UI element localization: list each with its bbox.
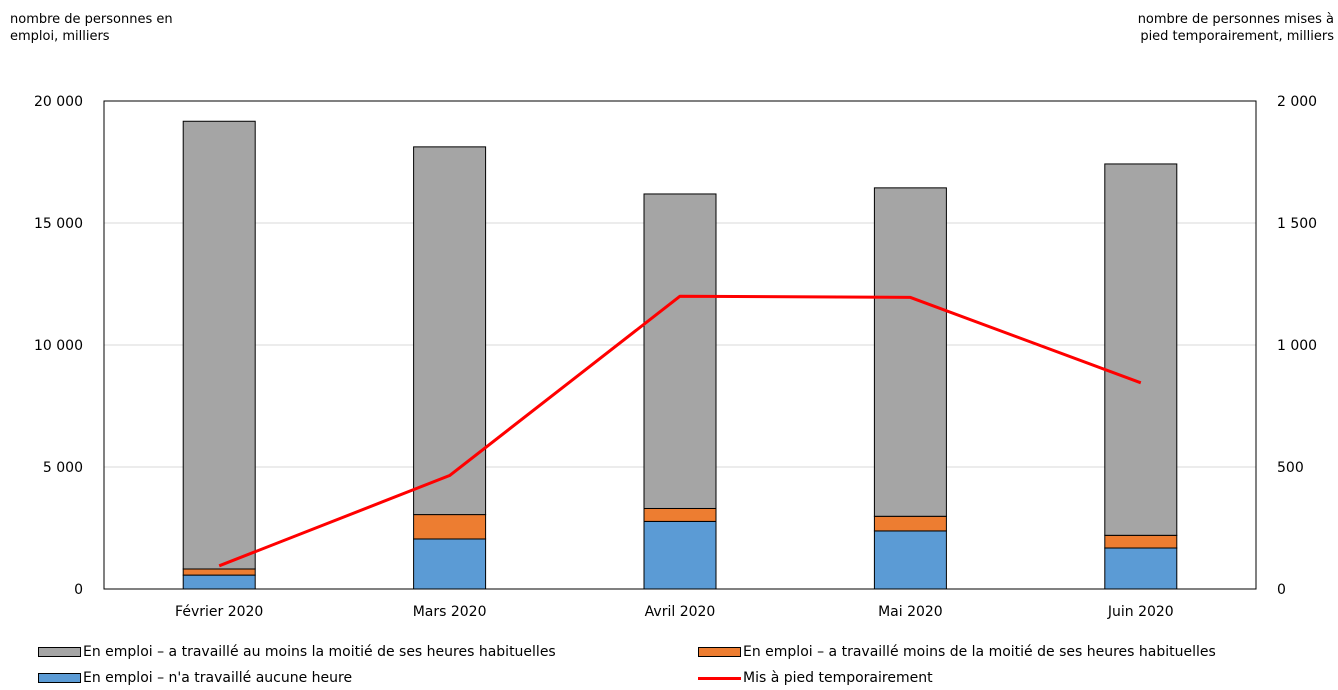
legend-label-worked-half-or-more: En emploi – a travaillé au moins la moit… bbox=[83, 644, 556, 660]
bar-2-1 bbox=[413, 146, 487, 516]
legend-swatch-red-line bbox=[698, 676, 741, 680]
bar-0-1 bbox=[413, 538, 487, 590]
y-tick-left-2: 10 000 bbox=[34, 338, 83, 354]
bar-1-2 bbox=[643, 507, 717, 522]
y-axis-left-title-line-2: emploi, milliers bbox=[10, 29, 110, 44]
legend-swatch-blue bbox=[38, 673, 81, 683]
y-tick-left-1: 5 000 bbox=[43, 460, 83, 476]
y-axis-right-title-line-1: nombre de personnes mises à bbox=[1137, 12, 1334, 27]
legend-item-worked-less-than-half: En emploi – a travaillé moins de la moit… bbox=[698, 644, 1216, 660]
y-tick-left-0: 0 bbox=[74, 582, 83, 598]
legend-swatch-gray bbox=[38, 647, 81, 657]
x-tick-2: Avril 2020 bbox=[645, 604, 716, 620]
x-tick-0: Février 2020 bbox=[175, 604, 263, 620]
bar-1-3 bbox=[873, 515, 947, 532]
legend-item-worked-half-or-more: En emploi – a travaillé au moins la moit… bbox=[38, 644, 556, 660]
y-tick-right-3: 1 500 bbox=[1277, 216, 1317, 232]
bar-0-4 bbox=[1104, 547, 1178, 590]
y-tick-right-4: 2 000 bbox=[1277, 94, 1317, 110]
legend-swatch-orange bbox=[698, 647, 741, 657]
legend-label-worked-no-hours: En emploi – n'a travaillé aucune heure bbox=[83, 670, 353, 686]
legend-label-worked-less-than-half: En emploi – a travaillé moins de la moit… bbox=[743, 644, 1216, 660]
bar-2-0 bbox=[182, 120, 256, 570]
y-tick-left-4: 20 000 bbox=[34, 94, 83, 110]
y-axis-right-title: nombre de personnes mises à pied tempora… bbox=[1034, 11, 1334, 45]
y-tick-left-3: 15 000 bbox=[34, 216, 83, 232]
bar-2-3 bbox=[873, 187, 947, 517]
x-tick-4: Juin 2020 bbox=[1107, 604, 1174, 620]
x-tick-3: Mai 2020 bbox=[878, 604, 943, 620]
bar-1-0 bbox=[182, 568, 256, 576]
legend-label-temporary-layoff: Mis à pied temporairement bbox=[743, 670, 933, 686]
bar-1-4 bbox=[1104, 534, 1178, 549]
legend-item-worked-no-hours: En emploi – n'a travaillé aucune heure bbox=[38, 670, 352, 686]
y-tick-right-2: 1 000 bbox=[1277, 338, 1317, 354]
y-tick-right-0: 0 bbox=[1277, 582, 1286, 598]
bar-0-0 bbox=[182, 574, 256, 590]
legend-item-temporary-layoff: Mis à pied temporairement bbox=[698, 670, 933, 686]
y-axis-right-title-line-2: pied temporairement, milliers bbox=[1140, 29, 1334, 44]
bar-1-1 bbox=[413, 514, 487, 540]
plot-area-frame bbox=[103, 100, 1257, 590]
bar-2-2 bbox=[643, 193, 717, 509]
y-axis-left-title: nombre de personnes en emploi, milliers bbox=[10, 11, 270, 45]
bar-2-4 bbox=[1104, 163, 1178, 536]
bar-0-2 bbox=[643, 520, 717, 590]
line-series-3 bbox=[218, 294, 1142, 568]
bar-0-3 bbox=[873, 530, 947, 590]
x-tick-1: Mars 2020 bbox=[413, 604, 487, 620]
y-tick-right-1: 500 bbox=[1277, 460, 1304, 476]
y-axis-left-title-line-1: nombre de personnes en bbox=[10, 12, 173, 27]
